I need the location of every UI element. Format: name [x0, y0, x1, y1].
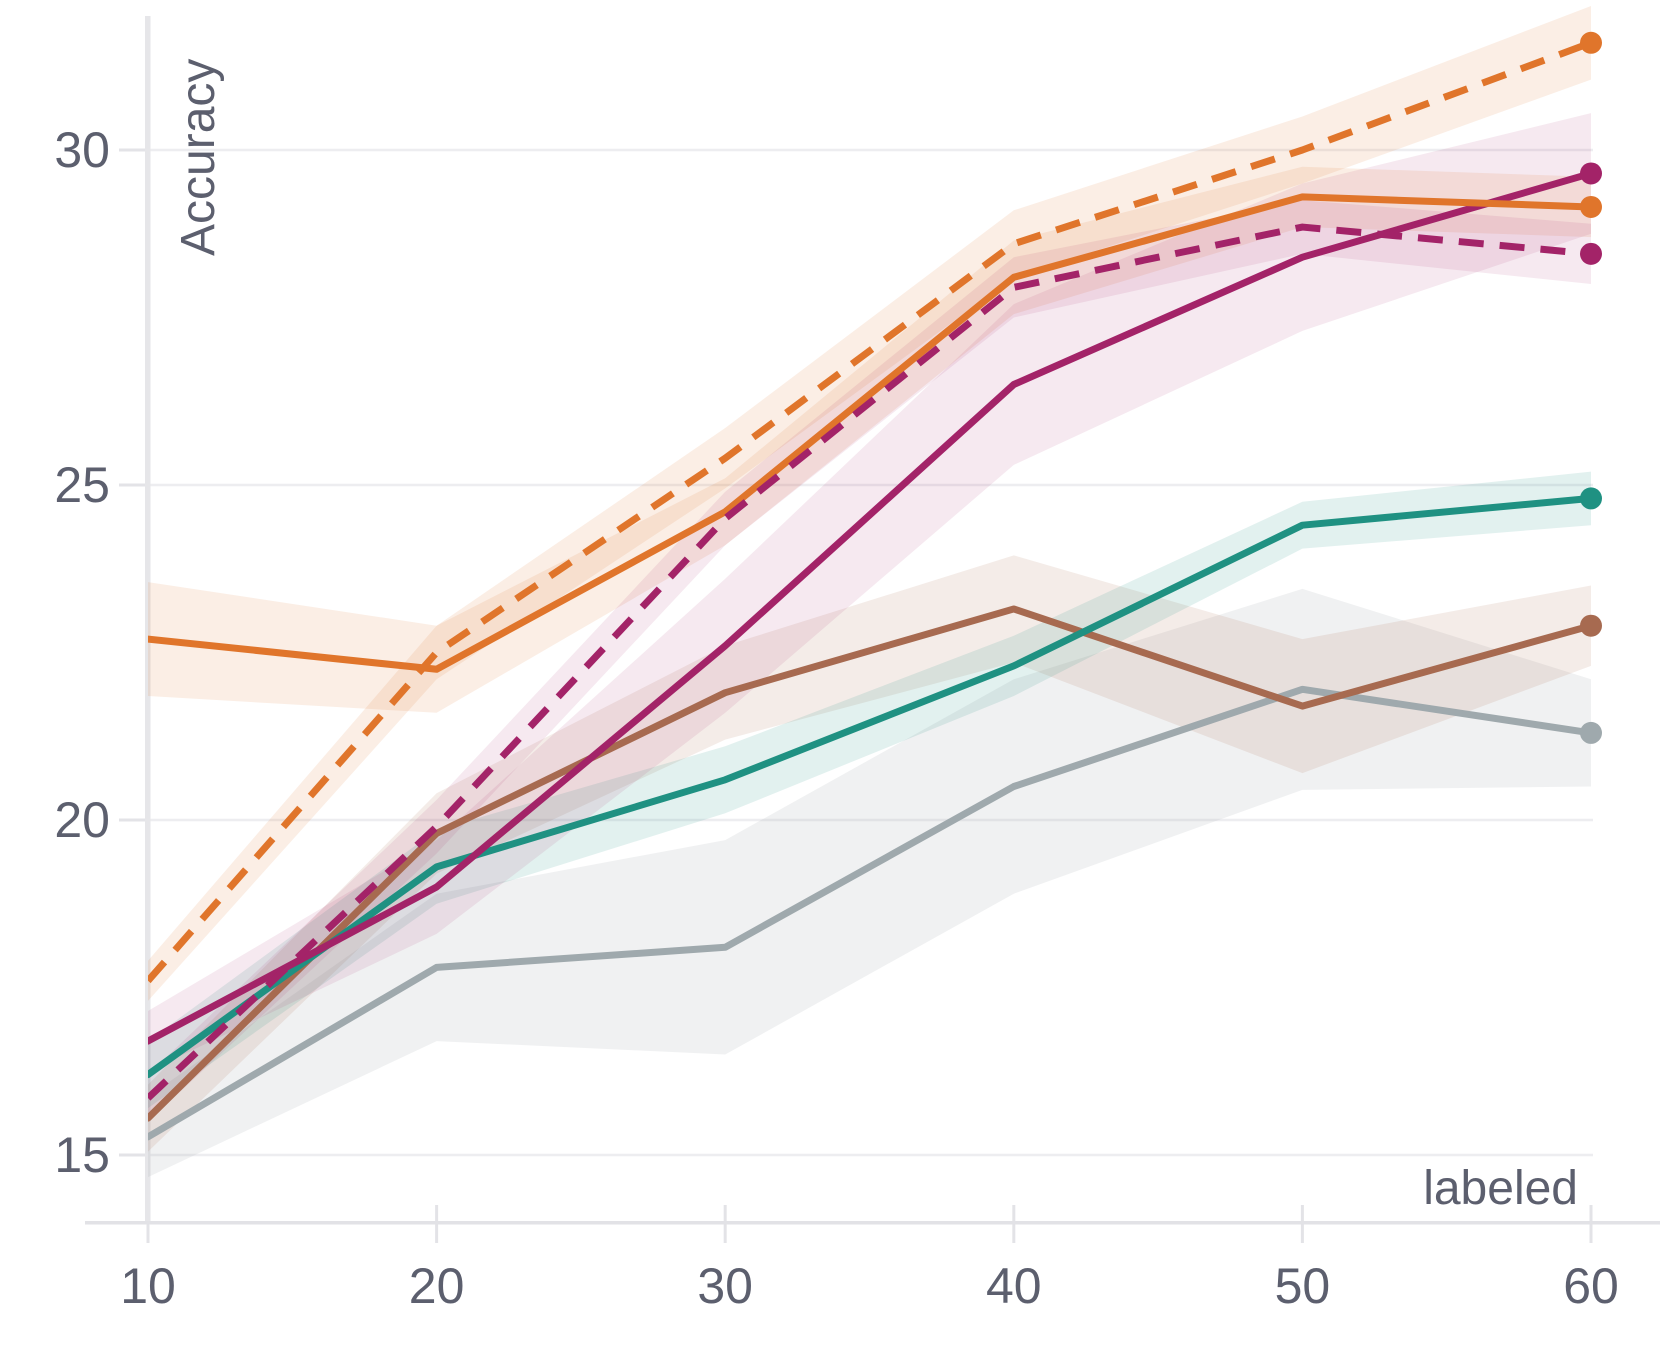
series-endpoint-teal-solid: [1580, 487, 1602, 510]
series-line-orange-dashed: [148, 39, 1593, 984]
grid-layer: 15 20 25 30 10 20 30 40 50 60: [54, 122, 1618, 1314]
x-tick-label-10: 10: [120, 1258, 176, 1314]
series-band-gray-solid: [148, 588, 1591, 1178]
series-band-brown-solid: [148, 555, 1591, 1152]
x-axis-line: [85, 1221, 1660, 1225]
series-line-teal-solid: [148, 494, 1595, 1079]
marker-layer: [1580, 31, 1602, 744]
series-endpoint-brown-solid: [1580, 614, 1602, 637]
series-endpoint-magenta-solid: [1580, 162, 1602, 185]
data-layer: [148, 5, 1595, 1178]
series-band-orange-solid: [148, 166, 1591, 713]
series-band-magenta-dashed: [148, 200, 1591, 1122]
x-tick-label-60: 60: [1563, 1258, 1619, 1314]
series-line-brown-solid: [148, 605, 1595, 1122]
series-band-orange-dashed: [148, 5, 1591, 1001]
y-tick-label-20: 20: [54, 792, 110, 848]
axis-layer: [85, 16, 1660, 1225]
series-band-magenta-solid: [148, 113, 1591, 1072]
y-tick-label-30: 30: [54, 122, 110, 178]
x-tick-label-40: 40: [986, 1258, 1042, 1314]
series-band-teal-solid: [148, 471, 1591, 1109]
x-tick-label-30: 30: [697, 1258, 753, 1314]
series-line-gray-solid: [148, 685, 1595, 1141]
y-axis-line: [145, 16, 151, 1223]
series-endpoint-gray-solid: [1580, 721, 1602, 744]
x-tick-label-50: 50: [1275, 1258, 1331, 1314]
x-axis-title: labeled: [1423, 1162, 1578, 1215]
series-endpoint-orange-solid: [1580, 195, 1602, 218]
x-tick-label-20: 20: [409, 1258, 465, 1314]
y-tick-label-15: 15: [54, 1127, 110, 1183]
series-line-orange-solid: [148, 193, 1595, 673]
y-tick-label-25: 25: [54, 457, 110, 513]
series-endpoint-orange-dashed: [1580, 31, 1602, 54]
y-axis-title: Accuracy: [172, 59, 225, 256]
series-line-magenta-dashed: [148, 223, 1592, 1101]
series-endpoint-magenta-dashed: [1580, 242, 1602, 265]
series-line-magenta-solid: [148, 169, 1595, 1045]
